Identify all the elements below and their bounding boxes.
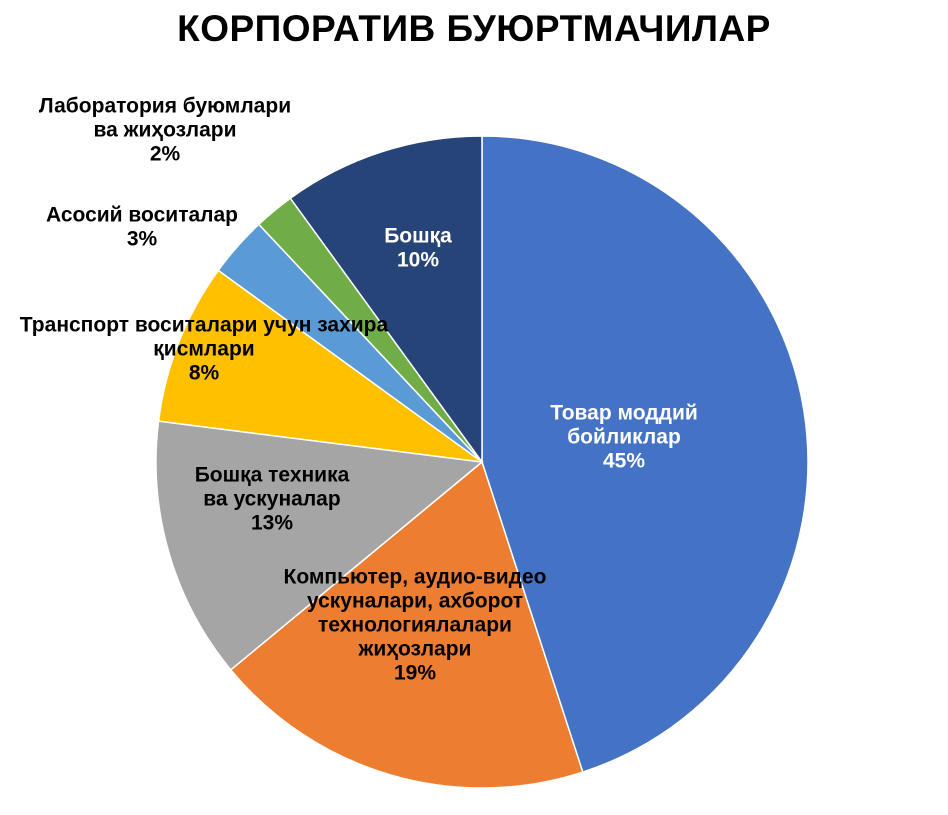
slice-label-line: бойликлар [567,426,681,449]
slice-percent: 10% [397,249,439,272]
slice-label-line: Лаборатория буюмлари [39,95,291,118]
slice-label-line: Товар моддий [550,402,698,425]
slice-label-line: Транспорт воситалари учун захира [20,314,389,337]
slice-label-2: Компьютер, аудио-видео ускуналари, ахборо… [284,566,547,685]
slice-label-4: Транспорт воситалари учун захира қисмлари… [20,314,389,385]
slice-label-3: Бошқа техника ва ускуналар 13% [195,464,350,535]
slice-label-7: Бошқа 10% [384,225,452,272]
slice-label-line: ва жиҳозлари [93,119,236,142]
slice-percent: 45% [603,450,645,473]
pie-slices [155,135,809,789]
slice-label-5: Асосий воситалар 3% [46,204,238,251]
slice-label-line: Бошқа техника [195,464,350,487]
slice-labels: Товар моддий бойликлар 45% Компьютер, аудио… [20,95,698,685]
slice-percent: 19% [394,662,436,685]
pie-slice-7 [289,135,483,465]
slice-percent: 8% [189,362,220,385]
pie-slice-4 [157,269,483,463]
pie-slice-1 [481,135,809,773]
slice-label-line: технологиялалари [318,614,512,637]
slice-label-line: Асосий воситалар [46,204,238,227]
slice-label-line: ускуналари, ахборот [307,590,523,613]
slice-label-6: Лаборатория буюмлари ва жиҳозлари 2% [39,95,291,166]
slice-label-line: жиҳозлари [358,638,472,661]
pie-slice-2 [229,460,584,789]
slice-label-line: Бошқа [384,225,452,248]
chart-title: КОРПОРАТИВ БУЮРТМАЧИЛАР [177,8,771,49]
slice-percent: 3% [127,228,158,251]
slice-label-line: қисмлари [153,338,254,361]
slice-percent: 13% [251,512,293,535]
slice-label-1: Товар моддий бойликлар 45% [550,402,698,473]
pie-slice-3 [155,420,484,671]
slice-label-line: ва ускуналар [203,488,340,511]
slice-percent: 2% [150,143,181,166]
slice-label-line: Компьютер, аудио-видео [284,566,547,589]
